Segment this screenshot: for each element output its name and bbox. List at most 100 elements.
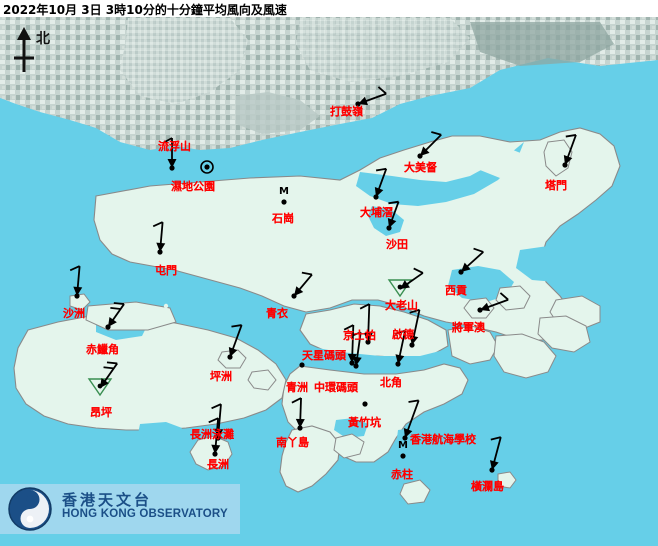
wind-station: [291, 397, 305, 431]
wind-barb-head: [167, 159, 177, 168]
station-label: 赤鱲角: [86, 343, 119, 356]
bullseye-inner: [204, 164, 210, 170]
station-label: 大美督: [404, 161, 437, 174]
station-label: 香港航海學校: [410, 433, 476, 446]
wind-station: [362, 401, 368, 407]
wind-barb-head: [420, 146, 430, 156]
station-label: 流浮山: [158, 140, 191, 153]
wind-station: [394, 329, 406, 367]
wind-station: [291, 271, 313, 299]
wind-barb-feather: [208, 417, 219, 424]
wind-barb-head: [395, 354, 405, 364]
station-dot: [299, 362, 305, 368]
station-label: 昂坪: [90, 406, 112, 419]
station-label: 將軍澳: [452, 321, 485, 334]
wind-barb-feather: [113, 302, 125, 305]
station-label: 南丫島: [276, 436, 309, 449]
wind-barb-feather: [301, 271, 313, 276]
station-label: 黃竹坑: [348, 416, 381, 429]
wind-station: [227, 324, 243, 360]
wind-barb-layer: [69, 86, 577, 473]
wind-barb-feather: [359, 303, 370, 310]
station-label: 石崗: [272, 212, 294, 225]
station-label: 打鼓嶺: [330, 105, 363, 118]
wind-barb-head: [347, 353, 357, 363]
wind-barb-feather: [409, 308, 420, 314]
wind-barb-feather: [211, 403, 222, 410]
wind-station: [200, 160, 214, 174]
station-label: 青衣: [266, 307, 288, 320]
station-label: 天星碼頭: [302, 349, 346, 362]
hko-logo-icon: [8, 487, 52, 531]
station-label: 啟德: [392, 328, 414, 341]
wind-barb-head: [489, 460, 499, 470]
station-label: 青洲: [286, 381, 308, 394]
wind-barb-feather: [291, 397, 302, 404]
station-label: 長洲: [207, 458, 229, 471]
wind-barb-feather: [394, 329, 406, 335]
wind-barb-feather: [152, 221, 163, 228]
station-label: 沙洲: [63, 307, 85, 320]
wind-barb-feather: [413, 267, 424, 274]
bullseye-outer: [200, 160, 214, 174]
wind-barb-feather: [343, 324, 354, 331]
wind-barb-head: [374, 187, 384, 197]
title-bar: 2022年10月 3日 3時10分的十分鐘平均風向及風速: [0, 0, 658, 17]
north-label: 北: [36, 31, 50, 47]
wind-station: [402, 399, 420, 441]
wind-station: [299, 362, 305, 368]
wind-barb-feather: [408, 399, 419, 403]
calm-marker: M: [398, 440, 408, 451]
wind-station: [387, 267, 424, 298]
lantau-island: [13, 293, 287, 440]
wind-barb-feather: [431, 131, 442, 136]
hko-name-en: HONG KONG OBSERVATORY: [62, 508, 228, 520]
wind-barb-head: [400, 280, 410, 289]
gale-triangle-marker: [87, 378, 113, 397]
wind-barb-head: [363, 332, 373, 342]
wind-barb-head: [211, 444, 221, 454]
wind-barb-feather: [69, 265, 80, 272]
wind-station: [359, 303, 373, 345]
wind-barb-head: [409, 335, 419, 345]
station-label: 橫瀾島: [471, 480, 504, 493]
wind-barb-feather: [388, 200, 399, 205]
wind-station: [386, 200, 400, 231]
wind-station: [400, 453, 406, 459]
wind-barb-feather: [110, 307, 121, 310]
station-label: 沙田: [386, 238, 408, 251]
wind-barb-feather: [231, 324, 242, 328]
station-label: 大埔滘: [360, 206, 393, 219]
wind-barb-head: [156, 242, 166, 252]
wind-station: [343, 324, 357, 366]
station-label: 赤柱: [391, 468, 413, 481]
wind-station: [152, 221, 166, 255]
wind-station: [489, 436, 502, 473]
station-label: 塔門: [545, 179, 567, 192]
wind-barb-head: [461, 262, 471, 272]
station-label: 濕地公園: [171, 180, 215, 193]
wind-barb-feather: [106, 361, 118, 365]
wind-barb-feather: [377, 86, 387, 95]
station-label: 坪洲: [210, 370, 232, 383]
wind-station: [409, 308, 421, 348]
wind-barb-head: [73, 286, 83, 296]
wind-barb-head: [108, 317, 117, 327]
station-label: 屯門: [155, 264, 177, 277]
station-dot: [400, 453, 406, 459]
page-title: 2022年10月 3日 3時10分的十分鐘平均風向及風速: [3, 3, 287, 17]
wind-station: [105, 302, 125, 330]
wind-station: [373, 167, 388, 200]
hko-logo: 香港天文台 HONG KONG OBSERVATORY: [0, 484, 240, 534]
wind-station: [69, 265, 83, 299]
calm-marker: M: [279, 186, 289, 197]
wind-barb-feather: [499, 292, 509, 301]
station-label: 北角: [380, 376, 402, 389]
wind-barb-head: [563, 155, 573, 165]
station-label: 京士柏: [343, 329, 376, 342]
wind-station: [208, 417, 221, 457]
wind-barb-head: [294, 286, 304, 296]
wind-station: [417, 131, 442, 159]
station-label: 中環碼頭: [314, 381, 358, 394]
